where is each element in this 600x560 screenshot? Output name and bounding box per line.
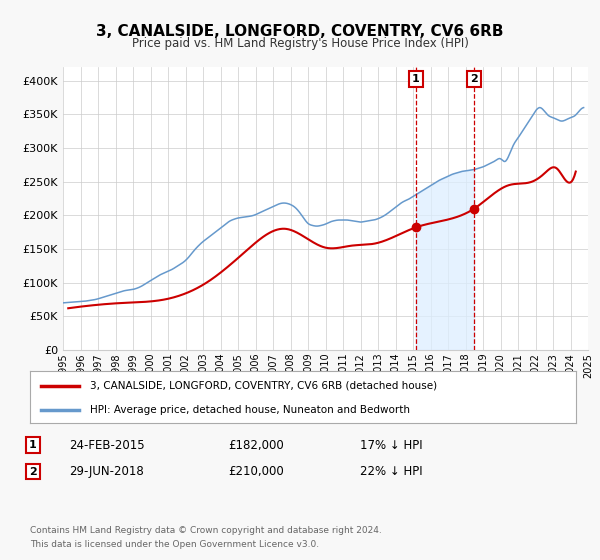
- Text: £210,000: £210,000: [228, 465, 284, 478]
- Text: 22% ↓ HPI: 22% ↓ HPI: [360, 465, 422, 478]
- Text: 2: 2: [470, 74, 478, 83]
- Text: 1: 1: [29, 440, 37, 450]
- Text: Price paid vs. HM Land Registry's House Price Index (HPI): Price paid vs. HM Land Registry's House …: [131, 37, 469, 50]
- Text: 1: 1: [412, 74, 419, 83]
- Text: Contains HM Land Registry data © Crown copyright and database right 2024.: Contains HM Land Registry data © Crown c…: [30, 526, 382, 535]
- Text: 3, CANALSIDE, LONGFORD, COVENTRY, CV6 6RB (detached house): 3, CANALSIDE, LONGFORD, COVENTRY, CV6 6R…: [90, 381, 437, 391]
- Text: HPI: Average price, detached house, Nuneaton and Bedworth: HPI: Average price, detached house, Nune…: [90, 405, 410, 415]
- Text: 24-FEB-2015: 24-FEB-2015: [69, 438, 145, 452]
- Text: 3, CANALSIDE, LONGFORD, COVENTRY, CV6 6RB: 3, CANALSIDE, LONGFORD, COVENTRY, CV6 6R…: [96, 24, 504, 39]
- Text: This data is licensed under the Open Government Licence v3.0.: This data is licensed under the Open Gov…: [30, 540, 319, 549]
- Text: 17% ↓ HPI: 17% ↓ HPI: [360, 438, 422, 452]
- Text: 2: 2: [29, 466, 37, 477]
- Text: £182,000: £182,000: [228, 438, 284, 452]
- Text: 29-JUN-2018: 29-JUN-2018: [69, 465, 144, 478]
